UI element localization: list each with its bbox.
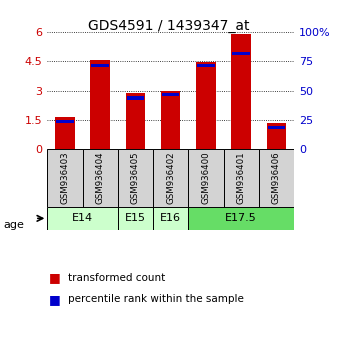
- Bar: [197, 64, 215, 67]
- Bar: [188, 207, 294, 230]
- Text: age: age: [3, 220, 24, 230]
- Text: E14: E14: [72, 213, 93, 223]
- Text: percentile rank within the sample: percentile rank within the sample: [68, 294, 243, 304]
- Bar: [188, 149, 223, 207]
- Text: E17.5: E17.5: [225, 213, 257, 223]
- Bar: [56, 120, 74, 124]
- Bar: [196, 62, 216, 149]
- Bar: [267, 123, 286, 149]
- Text: E16: E16: [160, 213, 181, 223]
- Text: GSM936406: GSM936406: [272, 152, 281, 204]
- Bar: [127, 96, 144, 100]
- Text: GSM936403: GSM936403: [61, 152, 69, 204]
- Text: GSM936404: GSM936404: [96, 152, 105, 204]
- Bar: [161, 91, 180, 149]
- Text: ■: ■: [49, 293, 61, 306]
- Bar: [82, 149, 118, 207]
- Bar: [126, 93, 145, 149]
- Bar: [55, 117, 75, 149]
- Text: GDS4591 / 1439347_at: GDS4591 / 1439347_at: [88, 19, 250, 34]
- Bar: [259, 149, 294, 207]
- Bar: [153, 207, 188, 230]
- Bar: [118, 149, 153, 207]
- Text: ■: ■: [49, 272, 61, 284]
- Bar: [233, 52, 250, 55]
- Bar: [118, 207, 153, 230]
- Bar: [223, 149, 259, 207]
- Bar: [268, 126, 285, 129]
- Bar: [153, 149, 188, 207]
- Text: E15: E15: [125, 213, 146, 223]
- Text: GSM936401: GSM936401: [237, 152, 246, 204]
- Bar: [47, 207, 118, 230]
- Bar: [91, 60, 110, 149]
- Bar: [47, 149, 82, 207]
- Text: GSM936402: GSM936402: [166, 152, 175, 204]
- Text: GSM936405: GSM936405: [131, 152, 140, 204]
- Text: GSM936400: GSM936400: [201, 152, 211, 204]
- Bar: [92, 64, 109, 67]
- Text: transformed count: transformed count: [68, 273, 165, 283]
- Bar: [232, 34, 251, 149]
- Bar: [162, 93, 179, 96]
